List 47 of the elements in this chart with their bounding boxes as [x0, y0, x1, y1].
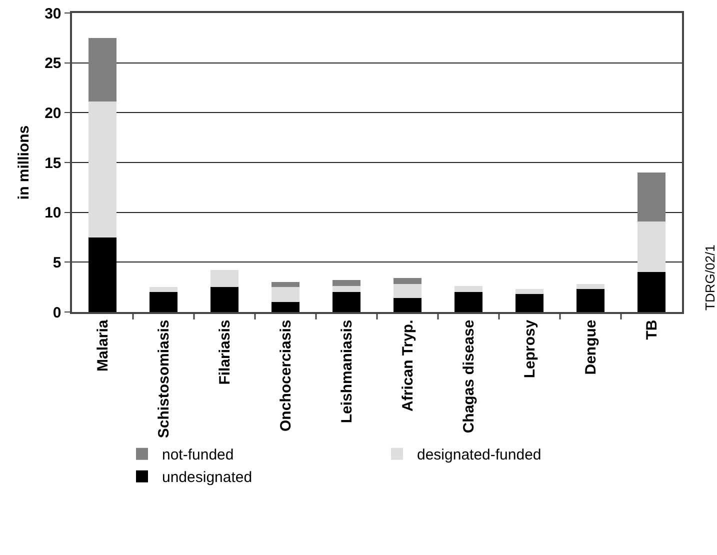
bar [332, 280, 361, 286]
y-tick-label: 0 [52, 304, 62, 322]
bar [271, 282, 300, 288]
bar [332, 292, 361, 312]
bar [393, 278, 422, 284]
y-tick-label: 20 [44, 104, 62, 122]
legend-label: not-funded [162, 446, 234, 464]
bar [210, 270, 239, 288]
y-axis-title: in millions [15, 125, 32, 200]
x-tick-label: Dengue [582, 320, 600, 375]
legend-label: designated-funded [417, 446, 542, 464]
x-tick-label: Leishmaniasis [338, 320, 356, 424]
bar [515, 294, 544, 312]
bar [210, 287, 239, 312]
x-tick-label: Filariasis [216, 320, 234, 385]
y-tick-label: 25 [44, 55, 62, 72]
bar [332, 286, 361, 292]
bar [88, 102, 117, 238]
y-tick-label: 5 [52, 254, 62, 272]
y-tick-label: 30 [44, 5, 62, 22]
bar [393, 284, 422, 298]
bar [271, 302, 300, 312]
x-tick-label: Onchocerciasis [277, 320, 294, 432]
x-tick-label: TB [643, 320, 660, 340]
bar [515, 289, 544, 294]
bar [637, 272, 666, 312]
x-tick-label: African Tryp. [399, 320, 416, 412]
y-tick-label: 10 [44, 204, 62, 222]
y-tick-label: 15 [44, 154, 62, 172]
bar [271, 287, 300, 302]
bar [149, 292, 178, 312]
x-tick-label: Chagas disease [460, 320, 478, 434]
text: TDRG/02/1 [702, 244, 717, 310]
bar [637, 172, 666, 222]
x-tick-label: Schistosomiasis [155, 320, 172, 438]
bar [454, 286, 483, 292]
bar [149, 287, 178, 292]
bar [576, 289, 605, 312]
bar [393, 298, 422, 312]
bar [88, 38, 117, 102]
x-tick-label: Leprosy [521, 319, 538, 378]
bar [454, 292, 483, 312]
bar [637, 221, 666, 272]
bar [88, 237, 117, 312]
bar [576, 284, 605, 290]
x-tick-label: Malaria [94, 319, 112, 372]
legend-label: undesignated [162, 469, 252, 486]
